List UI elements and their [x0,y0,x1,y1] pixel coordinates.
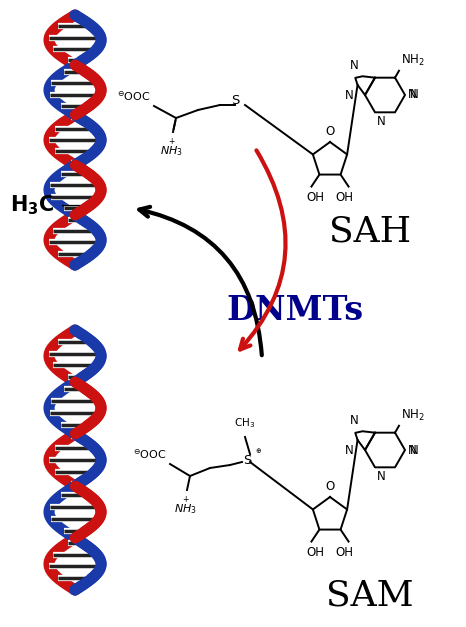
Text: SAH: SAH [329,215,411,249]
Text: N: N [345,444,354,457]
Text: $\overset{+}{NH_3}$: $\overset{+}{NH_3}$ [173,494,197,517]
Text: S: S [243,453,251,466]
Text: N: N [408,443,417,456]
Text: N: N [350,414,358,427]
Text: CH$_3$: CH$_3$ [234,416,256,430]
Text: $^{\ominus}$OOC: $^{\ominus}$OOC [133,448,167,461]
Text: $\overset{+}{NH_3}$: $\overset{+}{NH_3}$ [159,136,183,159]
Text: $\mathbf{H_3C}$ —: $\mathbf{H_3C}$ — [10,193,82,217]
Text: NH$_2$: NH$_2$ [401,408,425,423]
Text: $^{\oplus}$: $^{\oplus}$ [255,448,262,458]
Text: DNMTs: DNMTs [226,293,363,327]
Text: O: O [325,125,335,138]
Text: $^{\ominus}$OOC: $^{\ominus}$OOC [117,90,151,103]
Text: SAM: SAM [326,578,414,612]
Text: OH: OH [307,191,324,204]
Text: N: N [410,443,419,456]
Text: NH$_2$: NH$_2$ [401,53,425,68]
Text: OH: OH [307,545,324,559]
Text: N: N [350,60,358,72]
Text: S: S [232,93,240,107]
Text: N: N [410,88,419,102]
Text: N: N [377,115,386,129]
Text: OH: OH [336,191,354,204]
Text: O: O [325,480,335,493]
Text: OH: OH [336,545,354,559]
Text: N: N [408,88,417,102]
Text: N: N [377,470,386,483]
Text: N: N [345,89,354,102]
